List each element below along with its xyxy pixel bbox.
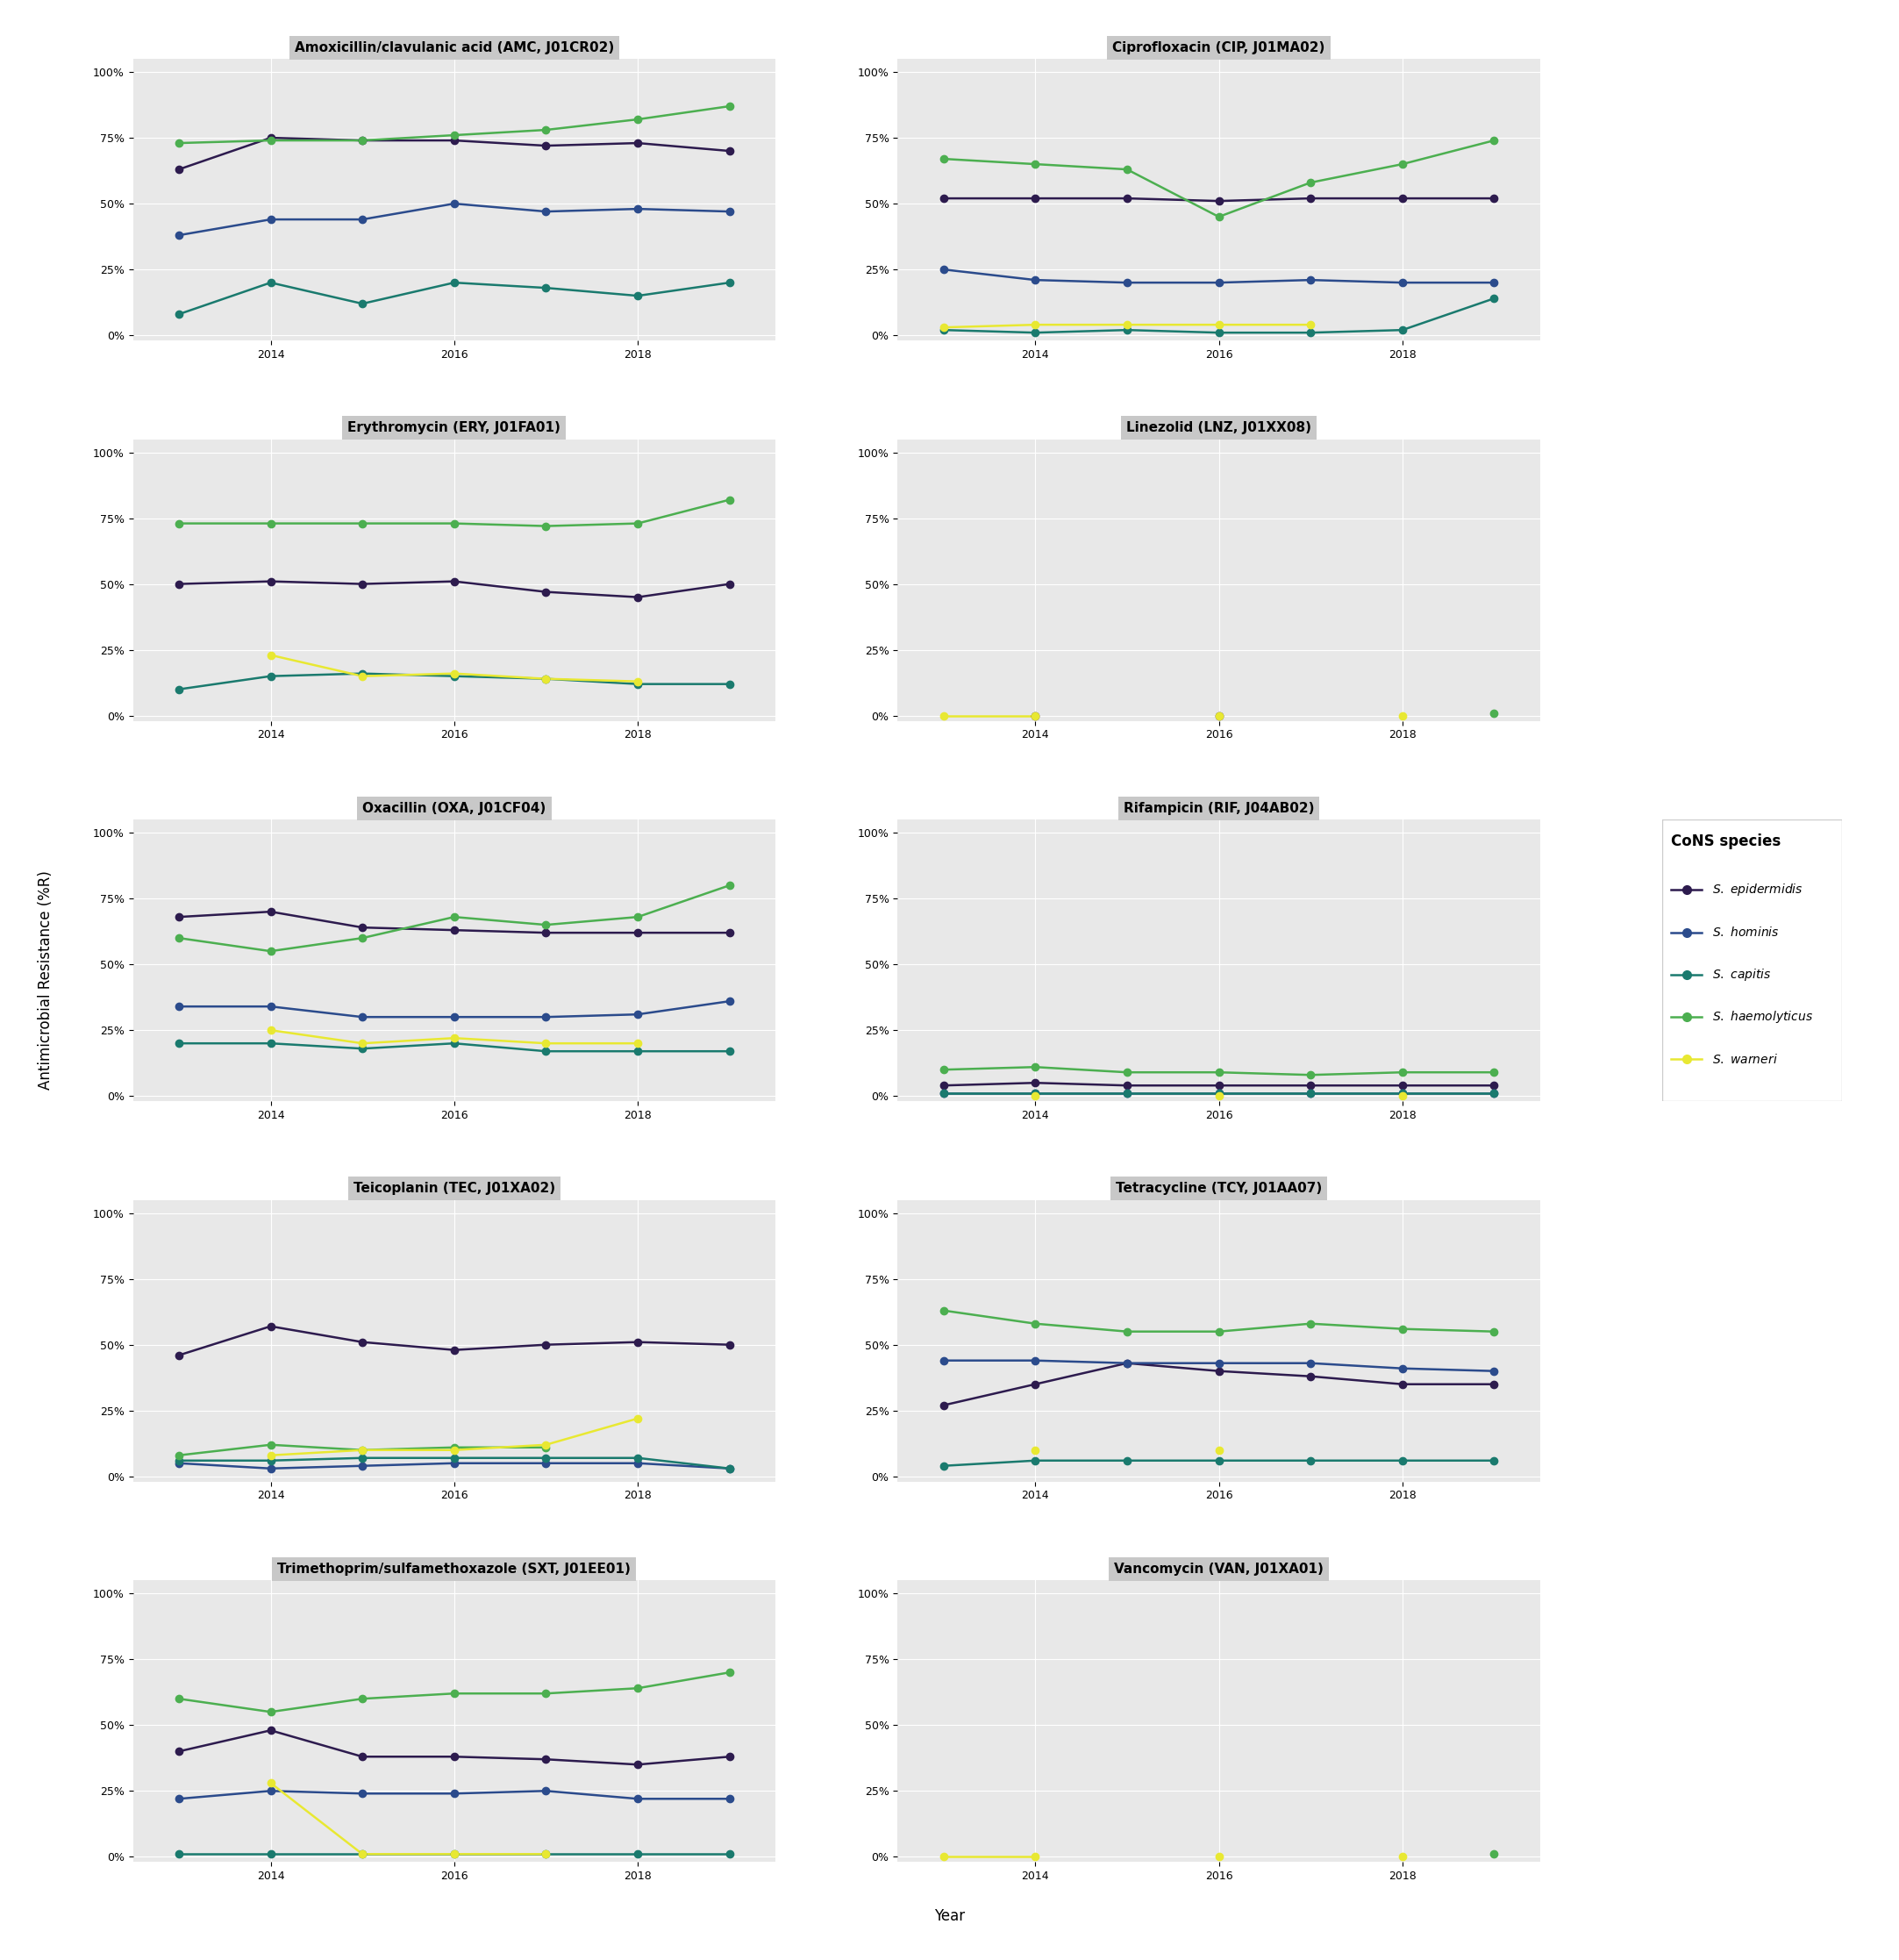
Text: $\it{S.}\ \it{capitis}$: $\it{S.}\ \it{capitis}$ bbox=[1713, 966, 1772, 982]
Text: CoNS species: CoNS species bbox=[1671, 833, 1781, 849]
Title: Ciprofloxacin (CIP, J01MA02): Ciprofloxacin (CIP, J01MA02) bbox=[1113, 41, 1326, 55]
FancyBboxPatch shape bbox=[1662, 819, 1842, 1102]
Title: Oxacillin (OXA, J01CF04): Oxacillin (OXA, J01CF04) bbox=[363, 802, 545, 815]
Text: $\it{S.}\ \it{hominis}$: $\it{S.}\ \it{hominis}$ bbox=[1713, 925, 1779, 939]
Text: Year: Year bbox=[934, 1909, 965, 1925]
Text: Antimicrobial Resistance (%R): Antimicrobial Resistance (%R) bbox=[38, 870, 53, 1090]
Title: Rifampicin (RIF, J04AB02): Rifampicin (RIF, J04AB02) bbox=[1124, 802, 1314, 815]
Text: $\it{S.}\ \it{haemolyticus}$: $\it{S.}\ \it{haemolyticus}$ bbox=[1713, 1009, 1814, 1025]
Title: Amoxicillin/clavulanic acid (AMC, J01CR02): Amoxicillin/clavulanic acid (AMC, J01CR0… bbox=[294, 41, 613, 55]
Text: $\it{S.}\ \it{warneri}$: $\it{S.}\ \it{warneri}$ bbox=[1713, 1053, 1777, 1066]
Title: Erythromycin (ERY, J01FA01): Erythromycin (ERY, J01FA01) bbox=[348, 421, 560, 435]
Title: Vancomycin (VAN, J01XA01): Vancomycin (VAN, J01XA01) bbox=[1115, 1562, 1324, 1576]
Title: Trimethoprim/sulfamethoxazole (SXT, J01EE01): Trimethoprim/sulfamethoxazole (SXT, J01E… bbox=[277, 1562, 630, 1576]
Text: $\it{S.}\ \it{epidermidis}$: $\it{S.}\ \it{epidermidis}$ bbox=[1713, 882, 1804, 898]
Title: Linezolid (LNZ, J01XX08): Linezolid (LNZ, J01XX08) bbox=[1126, 421, 1312, 435]
Title: Tetracycline (TCY, J01AA07): Tetracycline (TCY, J01AA07) bbox=[1115, 1182, 1322, 1196]
Title: Teicoplanin (TEC, J01XA02): Teicoplanin (TEC, J01XA02) bbox=[353, 1182, 555, 1196]
